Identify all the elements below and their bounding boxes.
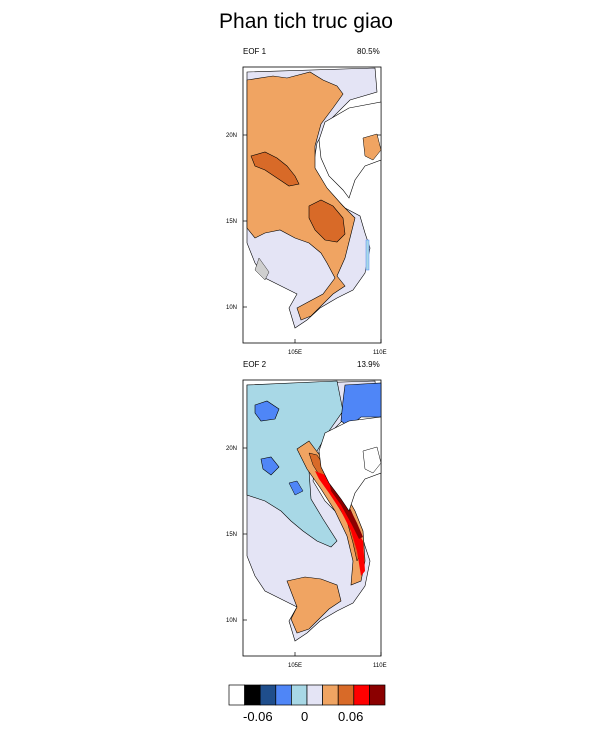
colorbar-swatch-1	[244, 684, 261, 706]
eof2-map: 20N 15N 10N 105E 110E	[226, 379, 387, 669]
eof2-blue-patch-small	[288, 480, 304, 496]
eof2-lon-tick-110e: 110E	[373, 663, 387, 669]
eof1-lat-tick-10n: 10N	[226, 305, 237, 311]
colorbar-swatch-8	[353, 684, 370, 706]
eof1-lon-tick-105e: 105E	[288, 350, 302, 356]
colorbar-label-pos: 0.06	[338, 709, 364, 724]
eof2-lat-tick-10n: 10N	[226, 618, 237, 624]
eof2-hainan	[362, 446, 382, 474]
eof2-blue-patch-nw	[254, 400, 280, 422]
eof2-lon-tick-105e: 105E	[288, 663, 302, 669]
eof2-gulf	[318, 416, 382, 512]
eof1-lon-tick-110e: 110E	[373, 350, 387, 356]
eof1-orange-region	[246, 71, 356, 321]
eof2-lightblue-region	[246, 380, 344, 548]
eof1-gulf	[318, 101, 382, 199]
colorbar-swatch-6	[322, 684, 339, 706]
colorbar-label-neg: -0.06	[243, 709, 273, 724]
colorbar-swatch-4	[291, 684, 308, 706]
colorbar-swatch-0	[228, 684, 245, 706]
eof2-lat-tick-15n: 15N	[226, 532, 237, 538]
eof1-lat-tick-20n: 20N	[226, 133, 237, 139]
eof2-lat-tick-20n: 20N	[226, 446, 237, 452]
colorbar	[228, 684, 386, 706]
colorbar-label-zero: 0	[301, 709, 309, 724]
colorbar-swatch-9	[369, 684, 386, 706]
eof2-coast-red	[315, 471, 365, 576]
eof1-grey-patch	[254, 257, 270, 281]
eof1-map: 20N 15N 10N 105E 110E	[226, 66, 387, 356]
colorbar-swatch-2	[259, 684, 277, 706]
eof2-blue-patch-center	[260, 456, 280, 476]
panel2-variance: 13.9%	[357, 360, 380, 369]
eof1-dark-patch-central	[308, 199, 346, 243]
eof1-dark-patch-north	[250, 151, 300, 187]
colorbar-swatch-7	[337, 684, 355, 706]
eof1-blue-strip	[365, 239, 370, 271]
colorbar-swatch-5	[306, 684, 323, 706]
eof2-coast-darkred	[329, 481, 363, 539]
eof1-hainan	[362, 133, 382, 161]
eof1-lat-tick-15n: 15N	[226, 219, 237, 225]
figure-title: Phan tich truc giao	[219, 10, 393, 33]
panel1-label: EOF 1	[243, 47, 267, 56]
panel1-variance: 80.5%	[357, 47, 380, 56]
panel2-label: EOF 2	[243, 360, 267, 369]
eof2-orange-south	[286, 576, 342, 634]
colorbar-swatch-3	[275, 684, 292, 706]
